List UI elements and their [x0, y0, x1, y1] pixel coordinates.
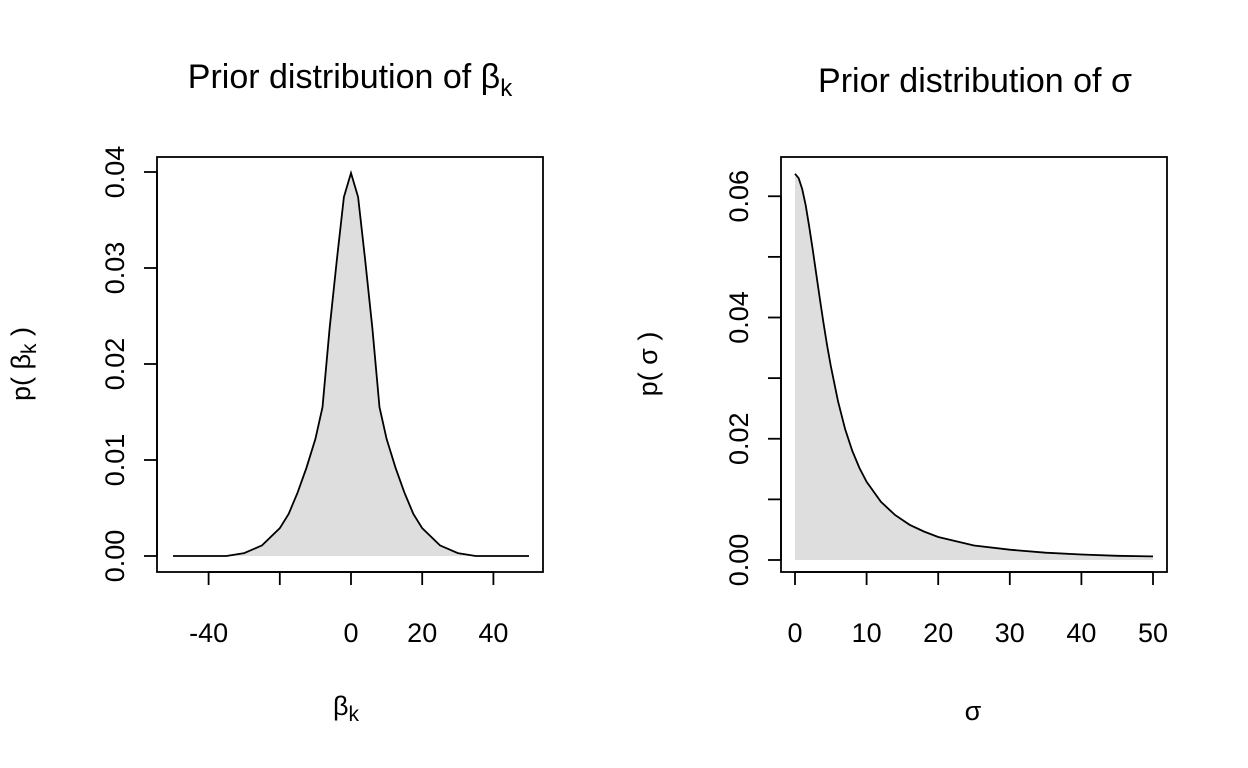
panel-beta-title: Prior distribution of βk: [188, 58, 513, 102]
sigma-x-tick-label: 50: [1138, 618, 1168, 648]
sigma-y-tick-label: 0.06: [724, 170, 754, 223]
panel-sigma-title: Prior distribution of σ: [818, 62, 1132, 100]
sigma-x-tick-label: 20: [923, 618, 953, 648]
beta-y-tick-label: 0.00: [100, 530, 130, 583]
beta-x-axis: -40 0 20 40: [189, 571, 508, 648]
beta-y-tick-label: 0.04: [100, 146, 130, 199]
beta-density-area: [173, 173, 529, 556]
sigma-x-axis-label: σ: [965, 696, 982, 726]
panel-beta: Prior distribution of βk -40 0 20 40 0.000.…: [6, 58, 544, 726]
beta-y-axis-label: p( βk ): [6, 327, 41, 401]
beta-x-tick-label: 20: [407, 618, 437, 648]
sigma-density-area: [795, 173, 1153, 561]
panel-sigma: Prior distribution of σ 0 10 20 30 40 50 0.00…: [633, 62, 1168, 726]
beta-x-tick-label: -40: [189, 618, 228, 648]
beta-y-tick-label: 0.02: [100, 338, 130, 391]
beta-y-tick-label: 0.01: [100, 434, 130, 487]
sigma-x-axis: 0 10 20 30 40 50: [787, 571, 1168, 648]
beta-density-line: [173, 169, 529, 557]
beta-x-tick-label: 0: [343, 618, 358, 648]
sigma-x-tick-label: 30: [995, 618, 1025, 648]
sigma-y-axis-label: p( σ ): [633, 332, 663, 397]
sigma-y-tick-label: 0.02: [724, 412, 754, 465]
sigma-density-line: [794, 173, 1154, 558]
sigma-x-tick-label: 0: [787, 618, 802, 648]
sigma-x-tick-label: 40: [1066, 618, 1096, 648]
beta-x-axis-label: βk: [333, 691, 360, 726]
beta-y-axis: 0.00 0.01 0.02 0.03 0.04: [100, 146, 158, 583]
sigma-y-tick-label: 0.00: [724, 534, 754, 587]
beta-x-tick-label: 40: [478, 618, 508, 648]
sigma-x-tick-label: 10: [852, 618, 882, 648]
beta-y-tick-label: 0.03: [100, 242, 130, 295]
sigma-y-axis: 0.00 0.02 0.04 0.06: [724, 170, 782, 587]
sigma-y-tick-label: 0.04: [724, 291, 754, 344]
